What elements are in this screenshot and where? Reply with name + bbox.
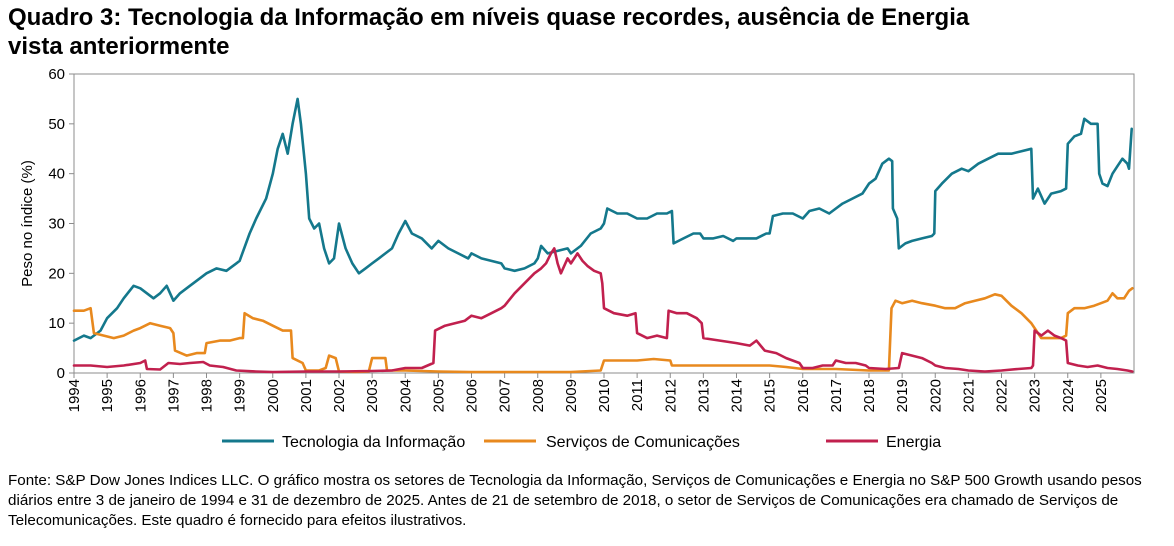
x-tick-label: 2023 [1027, 379, 1044, 412]
chart-legend: Tecnologia da Informação Serviços de Comu… [222, 434, 941, 451]
y-tick-label: 40 [48, 166, 65, 183]
x-tick-label: 2019 [894, 379, 911, 412]
x-tick-label: 2009 [563, 379, 580, 412]
chart-title-line2: vista anteriormente [8, 33, 230, 60]
x-tick-label: 2010 [596, 379, 613, 412]
x-tick-label: 2021 [960, 379, 977, 412]
x-tick-label: 2022 [994, 379, 1011, 412]
x-tick-label: 1998 [199, 379, 216, 412]
chart-series [72, 97, 1134, 374]
x-tick-label: 2000 [265, 379, 282, 412]
series-line-1 [72, 97, 1133, 342]
x-tick-label: 1999 [232, 379, 249, 412]
series-line-2 [72, 287, 1134, 374]
legend-label-3: Energia [886, 434, 941, 451]
chart-axes: 0 10 20 30 40 50 60 1994 1995 1996 1997 1998 1999 200… [19, 66, 1135, 412]
y-tick-label: 20 [48, 265, 65, 282]
x-tick-label: 2015 [762, 379, 779, 412]
x-tick-label: 2017 [828, 379, 845, 412]
chart-title: Quadro 3: Tecnologia da Informação em ní… [8, 3, 1158, 61]
source-footnote: Fonte: S&P Dow Jones Indices LLC. O gráf… [8, 472, 1142, 529]
x-tick-label: 2016 [795, 379, 812, 412]
x-tick-label: 2006 [464, 379, 481, 412]
x-tick-label: 2012 [662, 379, 679, 412]
x-tick-label: 2005 [430, 379, 447, 412]
y-tick-label: 50 [48, 116, 65, 133]
series-line-3 [72, 247, 1134, 374]
legend-label-2: Serviços de Comunicações [546, 434, 740, 451]
x-tick-label: 1997 [165, 379, 182, 412]
x-tick-label: 2001 [298, 379, 315, 412]
x-tick-label: 2004 [397, 379, 414, 412]
x-tick-label: 1994 [66, 379, 83, 412]
x-tick-label: 2018 [861, 379, 878, 412]
legend-label-1: Tecnologia da Informação [282, 434, 465, 451]
x-tick-label: 1996 [132, 379, 149, 412]
x-tick-label: 2014 [729, 379, 746, 412]
x-tick-label: 2003 [364, 379, 381, 412]
x-tick-label: 1995 [99, 379, 116, 412]
x-tick-label: 2008 [530, 379, 547, 412]
y-tick-label: 10 [48, 315, 65, 332]
y-axis-title: Peso no índice (%) [19, 160, 36, 287]
chart-title-line1: Quadro 3: Tecnologia da Informação em ní… [8, 4, 970, 31]
x-tick-label: 2011 [629, 379, 646, 411]
y-tick-label: 30 [48, 216, 65, 233]
x-tick-label: 2013 [695, 379, 712, 412]
x-tick-label: 2024 [1060, 379, 1077, 412]
y-tick-label: 60 [48, 66, 65, 83]
x-tick-label: 2025 [1093, 379, 1110, 412]
x-tick-label: 2020 [927, 379, 944, 412]
x-tick-label: 2002 [331, 379, 348, 412]
x-tick-label: 2007 [497, 379, 514, 412]
y-tick-label: 0 [57, 365, 65, 382]
